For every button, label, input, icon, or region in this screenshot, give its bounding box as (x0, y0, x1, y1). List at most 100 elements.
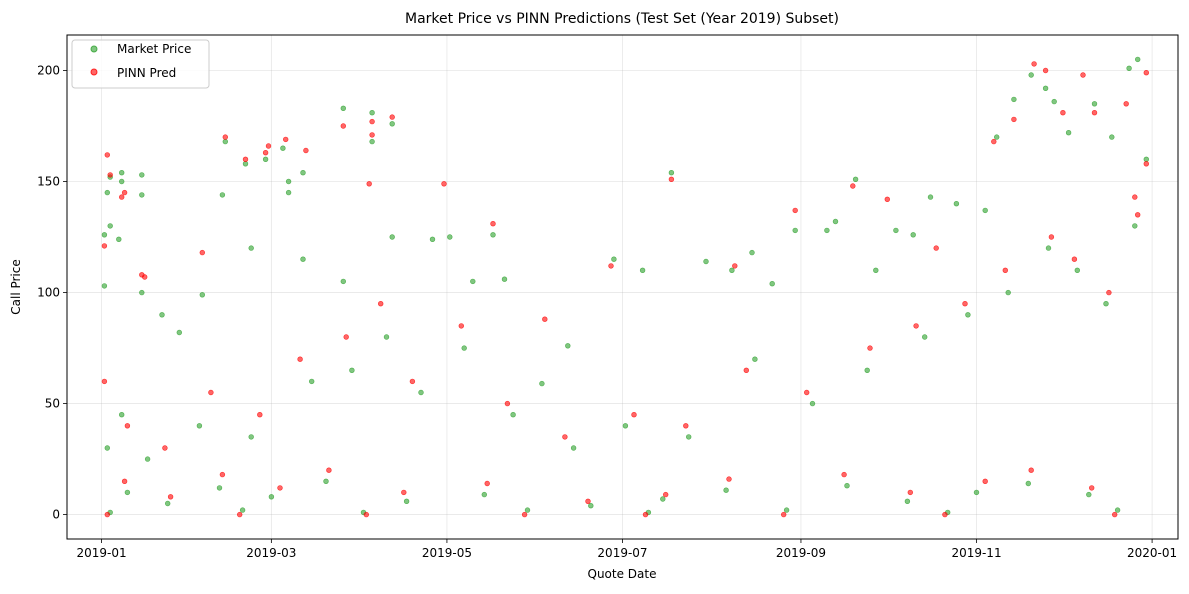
market-price-point (844, 483, 850, 489)
x-tick-label: 2019-03 (246, 546, 296, 560)
y-tick-label: 100 (37, 286, 60, 300)
market-price-point (910, 232, 916, 238)
market-price-point (101, 232, 108, 238)
market-price-point (1028, 72, 1034, 78)
market-price-point (1109, 134, 1115, 140)
market-price-point (668, 170, 675, 176)
pinn-pred-point (562, 434, 568, 440)
market-price-point (176, 329, 183, 336)
market-price-point (139, 192, 145, 198)
pinn-pred-point (662, 491, 669, 498)
market-price-point (792, 227, 798, 234)
pinn-pred-point (1028, 467, 1034, 473)
market-price-point (769, 281, 775, 287)
market-price-point (1011, 96, 1017, 103)
pinn-pred-point (441, 181, 447, 187)
pinn-pred-point (104, 511, 111, 518)
pinn-pred-point (1132, 194, 1138, 200)
market-price-point (300, 170, 306, 176)
market-price-point (783, 507, 790, 513)
market-price-point (510, 412, 516, 418)
pinn-pred-point (991, 138, 997, 145)
market-price-point (248, 434, 254, 440)
market-price-point (222, 138, 229, 145)
x-tick-label: 2019-09 (776, 546, 826, 560)
pinn-pred-point (1106, 289, 1112, 296)
market-price-point (144, 456, 151, 462)
market-price-point (1065, 130, 1072, 136)
market-price-point (1134, 56, 1141, 63)
market-price-point (418, 389, 424, 396)
market-price-point (383, 334, 390, 340)
market-price-point (1086, 491, 1092, 498)
market-price-point (268, 494, 275, 500)
pinn-pred-point (363, 511, 369, 518)
pinn-pred-point (631, 412, 637, 418)
market-price-point (447, 234, 453, 240)
pinn-pred-point (1042, 67, 1049, 74)
market-price-point (481, 491, 487, 498)
market-price-point (300, 256, 306, 262)
pinn-pred-point (369, 132, 375, 138)
pinn-pred-point (1071, 256, 1078, 262)
pinn-pred-point (118, 194, 125, 200)
pinn-pred-point (124, 423, 131, 429)
market-price-point (565, 343, 571, 349)
market-price-point (403, 498, 410, 504)
market-price-point (1143, 156, 1150, 163)
pinn-pred-point (458, 323, 464, 329)
legend-label-market-price: Market Price (117, 42, 191, 56)
pinn-pred-point (199, 249, 206, 256)
market-price-point (1091, 101, 1098, 107)
market-price-point (927, 194, 934, 200)
market-price-point (852, 176, 859, 183)
market-price-point (1025, 480, 1032, 487)
market-price-point (973, 489, 980, 496)
pinn-pred-point (780, 511, 787, 518)
market-price-point (703, 258, 709, 265)
y-tick-label: 0 (52, 508, 60, 522)
pinn-pred-point (490, 221, 496, 227)
pinn-pred-point (121, 189, 128, 196)
pinn-pred-point (222, 134, 229, 140)
pinn-pred-point (585, 498, 591, 504)
pinn-pred-point (409, 378, 416, 385)
pinn-pred-point (841, 471, 847, 478)
pinn-pred-point (1143, 161, 1150, 167)
x-tick-label: 2020-01 (1127, 546, 1177, 560)
pinn-pred-point (277, 485, 283, 491)
market-price-point (685, 434, 692, 440)
market-price-point (107, 223, 113, 229)
pinn-pred-point (726, 476, 732, 482)
market-price-point (242, 161, 249, 167)
market-price-point (1005, 289, 1011, 296)
pinn-pred-point (642, 511, 649, 518)
pinn-pred-point (121, 478, 128, 484)
pinn-pred-point (369, 118, 375, 125)
pinn-pred-point (504, 400, 511, 407)
market-price-point (490, 232, 496, 238)
pinn-pred-point (101, 243, 108, 249)
market-price-point (165, 500, 171, 507)
legend-marker-pinn-pred (90, 68, 98, 76)
market-price-point (196, 423, 203, 429)
market-price-point (199, 292, 206, 298)
market-price-point (953, 201, 960, 207)
pinn-pred-point (732, 263, 738, 269)
market-price-point (262, 156, 269, 163)
pinn-pred-point (850, 183, 856, 189)
pinn-pred-point (326, 467, 332, 473)
market-price-point (1051, 98, 1057, 105)
pinn-pred-point (101, 378, 108, 385)
y-tick-label: 200 (37, 64, 60, 78)
market-price-point (639, 267, 646, 273)
market-price-point (101, 283, 108, 289)
pinn-pred-point (907, 489, 913, 496)
pinn-pred-point (389, 114, 395, 120)
pinn-pred-point (1011, 116, 1017, 123)
market-price-point (285, 178, 292, 185)
market-price-point (723, 487, 729, 493)
market-price-point (248, 245, 254, 251)
market-price-point (118, 178, 125, 185)
